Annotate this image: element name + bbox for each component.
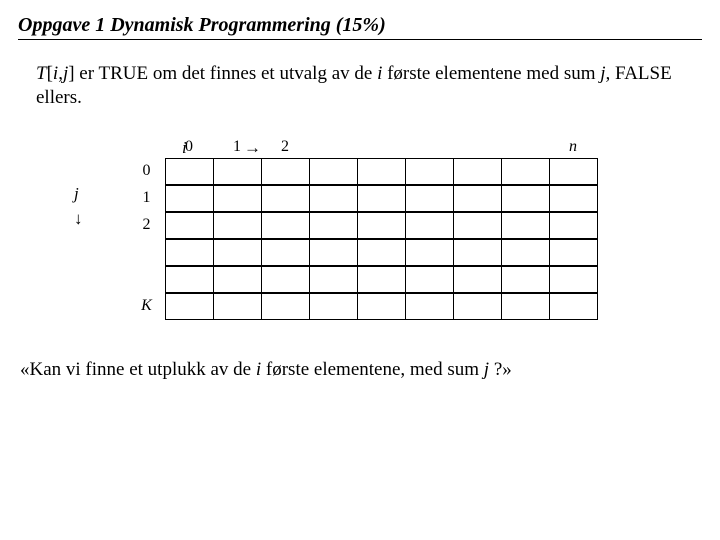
var-j2: j,	[600, 63, 610, 84]
desc-part1: er TRUE om det finnes et utvalg av de	[75, 63, 378, 84]
dp-grid	[165, 266, 598, 293]
dp-grid	[165, 293, 598, 320]
q-prefix: «Kan vi finne et utplukk av de	[20, 359, 256, 380]
question-text: «Kan vi finne et utplukk av de i første …	[20, 358, 702, 383]
col-header-0: 0	[165, 138, 213, 158]
row-label-0: 0	[128, 162, 165, 180]
row-blank1-wrap	[128, 239, 702, 266]
col-header-2: 2	[261, 138, 309, 158]
q-mid: første elementene, med sum	[261, 359, 484, 380]
row-2-wrap: 2	[128, 212, 702, 239]
dp-table-container: i → j ↓ 0 1 2 n 0 1 2 K	[128, 138, 702, 320]
q-suffix: ?»	[489, 359, 512, 380]
var-T: T	[36, 63, 47, 84]
table-row	[166, 293, 598, 319]
i-axis-label: i	[182, 138, 187, 158]
desc-part2: første elementene med sum	[382, 63, 600, 84]
row-label-2: 2	[128, 216, 165, 234]
row-label-1: 1	[128, 189, 165, 207]
table-row	[166, 239, 598, 265]
row-k-wrap: K	[128, 293, 702, 320]
col-header-n: n	[549, 138, 597, 158]
row-blank2-wrap	[128, 266, 702, 293]
right-arrow-icon: →	[244, 138, 261, 158]
table-row	[166, 212, 598, 238]
dp-grid	[165, 212, 598, 239]
down-arrow-icon: ↓	[74, 209, 83, 229]
row-label-k: K	[128, 297, 165, 315]
dp-grid	[165, 158, 598, 185]
table-row	[166, 266, 598, 292]
dp-grid	[165, 185, 598, 212]
j-axis-label: j	[74, 184, 79, 204]
dp-grid	[165, 239, 598, 266]
row-1-wrap: 1	[128, 185, 702, 212]
page-title: Oppgave 1 Dynamisk Programmering (15%)	[18, 14, 702, 40]
row-0-wrap: 0	[128, 158, 702, 185]
description-text: T[i,j] er TRUE om det finnes et utvalg a…	[36, 62, 702, 110]
table-row	[166, 185, 598, 211]
table-row	[166, 158, 598, 184]
